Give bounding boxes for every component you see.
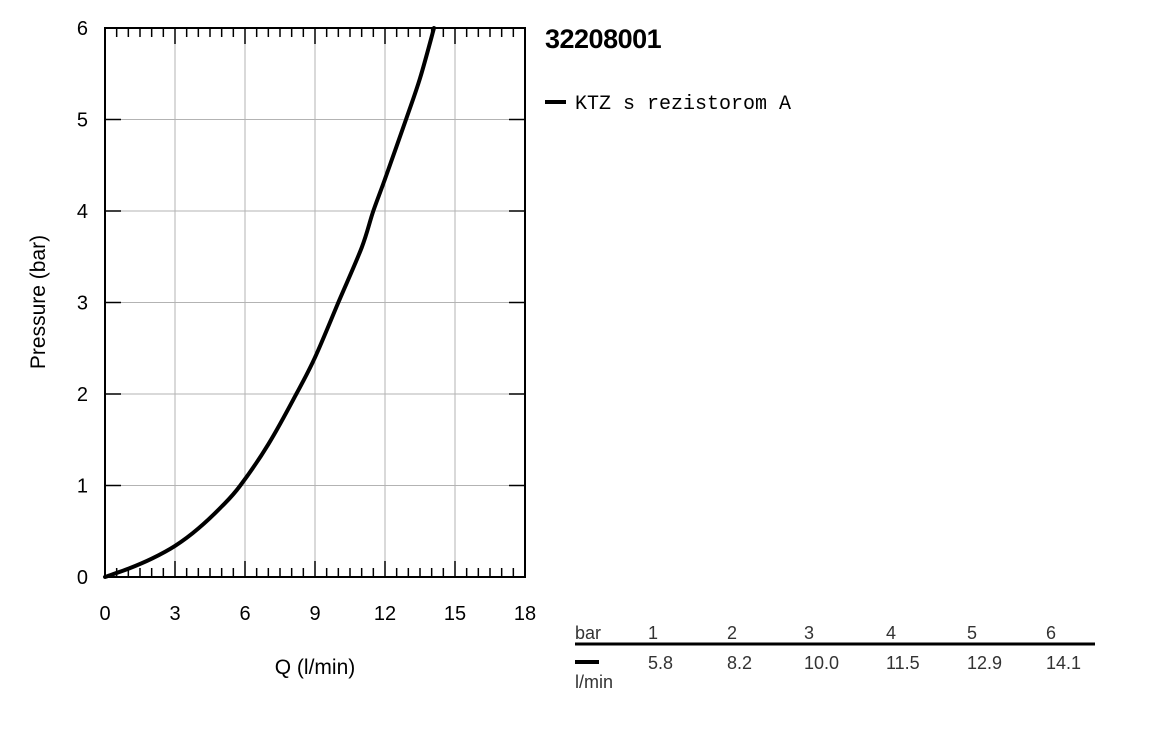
legend: KTZ s rezistorom A [545, 93, 791, 116]
y-tick-label: 0 [77, 567, 88, 589]
table-flow-cell: 5.8 [648, 653, 673, 673]
grid-lines [105, 28, 525, 577]
x-tick-label: 0 [99, 603, 110, 625]
table-flow-cells: 5.8 8.2 10.0 11.5 12.9 14.1 [648, 653, 1081, 673]
table-flow-cell: 12.9 [967, 653, 1002, 673]
x-tick-labels: 0 3 6 9 12 15 18 [99, 603, 536, 625]
table-pressure-cell: 5 [967, 623, 977, 643]
table-pressure-cells: 1 2 3 4 5 6 [648, 623, 1056, 643]
y-tick-label: 6 [77, 18, 88, 40]
table-pressure-cell: 4 [886, 623, 896, 643]
y-tick-label: 5 [77, 110, 88, 132]
x-tick-label: 3 [169, 603, 180, 625]
series-line [103, 26, 436, 579]
y-tick-label: 4 [77, 201, 88, 223]
value-table: bar l/min 1 2 3 4 5 6 5.8 8.2 10.0 11.5 12.9 14.1 [575, 623, 1095, 692]
y-tick-labels: 0 1 2 3 4 5 6 [77, 18, 88, 589]
plot-frame [104, 27, 526, 578]
table-pressure-cell: 1 [648, 623, 658, 643]
table-flow-cell: 11.5 [886, 653, 920, 673]
table-pressure-cell: 3 [804, 623, 814, 643]
table-flow-cell: 14.1 [1046, 653, 1081, 673]
x-tick-label: 18 [514, 603, 536, 625]
table-row-label-lmin: l/min [575, 672, 613, 692]
x-tick-label: 9 [309, 603, 320, 625]
legend-label: KTZ s rezistorom A [575, 93, 791, 116]
table-pressure-cell: 6 [1046, 623, 1056, 643]
table-flow-cell: 10.0 [804, 653, 839, 673]
table-pressure-cell: 2 [727, 623, 737, 643]
table-flow-cell: 8.2 [727, 653, 752, 673]
y-tick-label: 2 [77, 384, 88, 406]
chart-title: 32208001 [545, 24, 662, 54]
x-tick-label: 15 [444, 603, 466, 625]
table-row-label-bar: bar [575, 623, 601, 643]
x-axis-title: Q (l/min) [275, 656, 356, 679]
tick-marks [105, 28, 525, 577]
x-tick-label: 12 [374, 603, 396, 625]
y-tick-label: 3 [77, 293, 88, 315]
y-axis-title: Pressure (bar) [27, 235, 50, 369]
y-tick-label: 1 [77, 476, 88, 498]
x-tick-label: 6 [239, 603, 250, 625]
